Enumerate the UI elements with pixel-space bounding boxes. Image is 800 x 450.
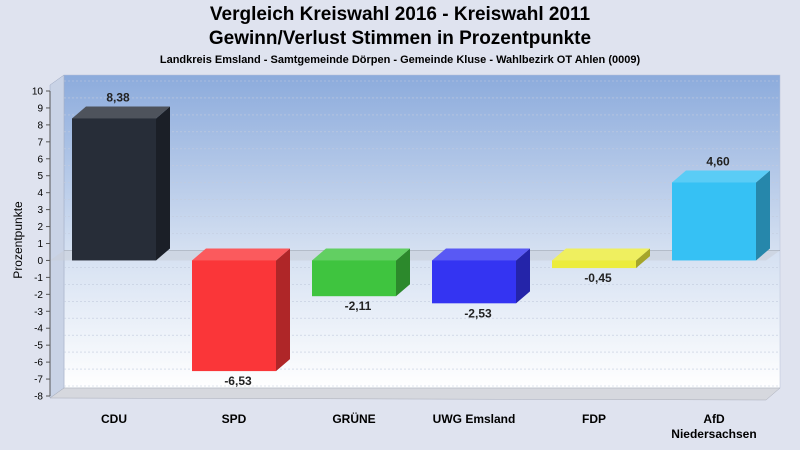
plot-floor <box>49 387 781 401</box>
data-label: -2,11 <box>345 299 372 313</box>
bar-top <box>312 248 410 261</box>
bar-side <box>756 170 770 261</box>
bar-front <box>72 118 156 261</box>
chart-title: Vergleich Kreiswahl 2016 - Kreiswahl 201… <box>209 4 591 25</box>
x-tick-label: FDP <box>582 412 606 426</box>
x-tick-label: GRÜNE <box>332 411 375 426</box>
plot-back-wall <box>63 74 781 389</box>
bars: 8,38 -6,53 -2,11 -2,53 -0,45 4,60 <box>72 90 770 388</box>
y-tick-label: -3 <box>34 307 43 318</box>
y-tick-label: -4 <box>34 324 43 335</box>
bar-side <box>396 248 410 297</box>
x-tick-label: CDU <box>101 412 127 426</box>
y-axis-label: Prozentpunkte <box>11 201 25 279</box>
bar-4 <box>552 248 650 269</box>
bar-side <box>636 248 650 269</box>
bar-front <box>192 260 276 372</box>
bar-front <box>312 260 396 297</box>
chart-title-line2: Gewinn/Verlust Stimmen in Prozentpunkte <box>208 28 592 49</box>
y-tick-label: 10 <box>32 87 44 98</box>
bar-1 <box>192 248 290 372</box>
y-tick-label: -7 <box>34 375 43 386</box>
y-axis: -8 -7 -6 -5 -4 -3 -2 -1 0 1 2 3 4 5 6 7 8 9 10 <box>32 87 51 403</box>
x-tick-label: UWG Emsland <box>433 412 516 426</box>
bar-0 <box>72 106 170 261</box>
y-tick-label: 3 <box>37 205 43 216</box>
y-tick-label: 9 <box>37 103 43 114</box>
y-tick-label: 2 <box>37 222 43 233</box>
data-label: -0,45 <box>584 271 612 285</box>
y-tick-label: 8 <box>37 120 43 131</box>
data-label: 8,38 <box>106 90 130 104</box>
bar-front <box>432 260 516 304</box>
bar-2 <box>312 248 410 297</box>
bar-top <box>672 170 770 183</box>
x-tick-label: SPD <box>222 412 247 426</box>
plot-background <box>49 74 781 401</box>
data-label: -2,53 <box>464 306 492 320</box>
bar-top <box>72 106 170 119</box>
y-tick-label: 4 <box>37 188 43 199</box>
data-label: -6,53 <box>224 374 252 388</box>
y-tick-label: 1 <box>37 239 43 250</box>
y-tick-label: 6 <box>37 154 43 165</box>
x-tick-label: AfD Niedersachsen <box>671 412 756 441</box>
bar-side <box>276 248 290 372</box>
y-tick-label: -1 <box>34 273 43 284</box>
bar-front <box>552 260 636 269</box>
y-tick-label: -5 <box>34 341 43 352</box>
data-label: 4,60 <box>706 155 730 169</box>
y-tick-label: -8 <box>34 392 43 403</box>
bar-front <box>672 182 756 261</box>
chart-subtitle: Landkreis Emsland - Samtgemeinde Dörpen … <box>159 54 641 66</box>
x-axis: CDU SPD GRÜNE UWG Emsland FDP AfD Niedersachse… <box>101 411 757 441</box>
y-tick-label: 5 <box>37 171 43 182</box>
y-tick-label: -6 <box>34 358 43 369</box>
bar-side <box>516 248 530 304</box>
y-tick-label: -2 <box>34 290 43 301</box>
bar-side <box>156 106 170 261</box>
bar-top <box>192 248 290 261</box>
bar-3 <box>432 248 530 304</box>
bar-top <box>432 248 530 261</box>
plot-side-wall <box>49 74 65 399</box>
y-tick-label: 7 <box>37 137 43 148</box>
bar-top <box>552 248 650 261</box>
bar-5 <box>672 170 770 261</box>
y-tick-label: 0 <box>37 256 43 267</box>
